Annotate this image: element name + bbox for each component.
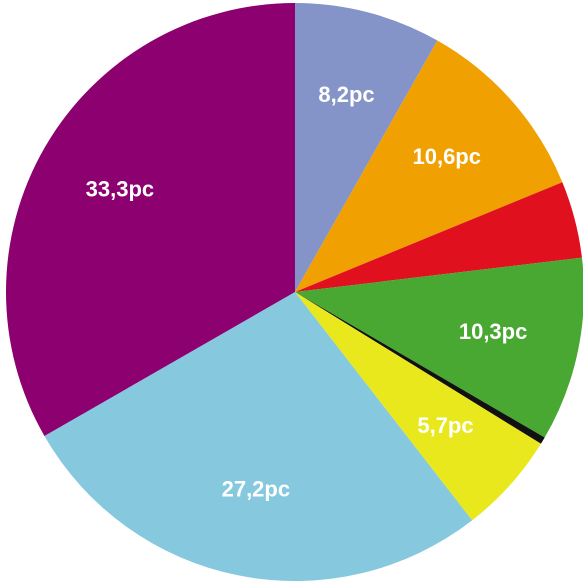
pie-slice <box>5 3 296 436</box>
pie-slice <box>295 40 563 293</box>
slice-label: 10,3pc <box>459 319 528 344</box>
slice-label: 5,7pc <box>417 413 473 438</box>
slice-label: 27,2pc <box>222 476 291 501</box>
slice-label: 8,2pc <box>318 82 374 107</box>
pie-slice <box>295 292 545 444</box>
pie-slice <box>295 292 541 521</box>
pie-slice <box>295 3 438 292</box>
pie-slice <box>295 182 582 292</box>
pie-slice <box>295 257 583 438</box>
slice-label: 33,3pc <box>86 176 155 201</box>
slice-label: 10,6pc <box>412 144 481 169</box>
pie-slice <box>44 292 473 582</box>
